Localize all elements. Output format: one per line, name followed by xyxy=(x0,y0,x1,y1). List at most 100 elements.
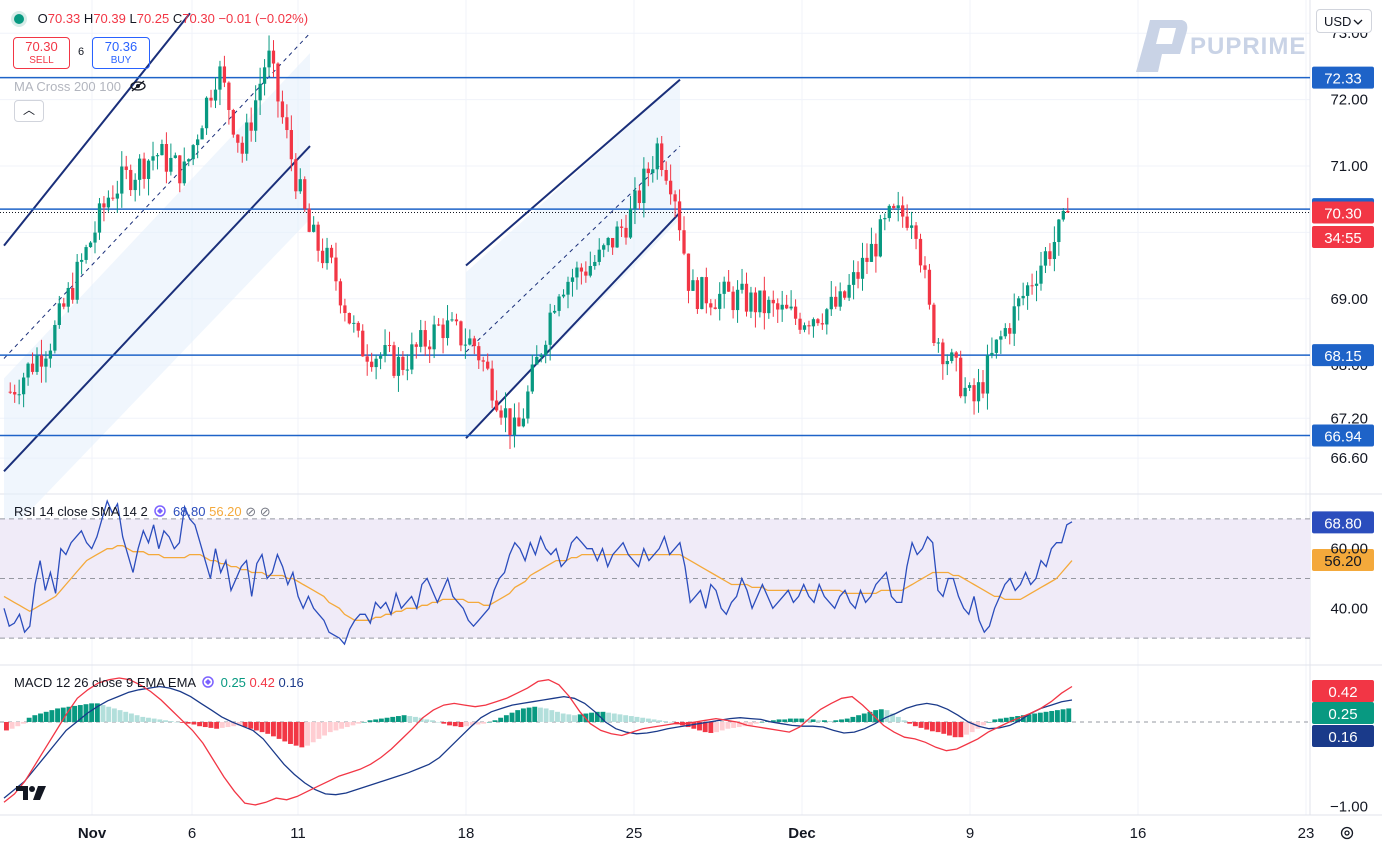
price-tag-label: 34:55 xyxy=(1324,230,1362,247)
candle-body xyxy=(700,277,704,310)
macd-histogram-bar xyxy=(66,706,72,722)
horizontal-levels xyxy=(0,76,1310,437)
channel-fill xyxy=(4,53,310,538)
time-tick-label: 18 xyxy=(458,825,475,842)
candle-body xyxy=(776,303,780,310)
candle-body xyxy=(526,391,530,419)
candle-body xyxy=(30,363,35,372)
macd-histogram-bar xyxy=(191,721,197,725)
ma-label-text: MA Cross 200 100 xyxy=(14,79,121,94)
macd-histogram-bar xyxy=(873,710,879,722)
macd-histogram-bar xyxy=(117,710,123,722)
buy-button[interactable]: 70.36 BUY xyxy=(92,37,150,69)
macd-histogram-bar xyxy=(83,704,89,722)
macd-histogram-bar xyxy=(481,721,487,724)
candle-body xyxy=(512,417,517,435)
ma-indicator-label[interactable]: MA Cross 200 100 xyxy=(14,79,147,94)
candle-body xyxy=(628,208,633,238)
candle-body xyxy=(450,319,454,321)
candle-body xyxy=(374,358,378,368)
macd-histogram-bar xyxy=(532,706,538,722)
candle-body xyxy=(593,261,597,266)
candle-body xyxy=(312,224,316,232)
candle-body xyxy=(271,50,276,64)
macd-label[interactable]: MACD 12 26 close 9 EMA EMA 0.25 0.42 0.1… xyxy=(14,675,304,690)
candle-body xyxy=(17,394,21,396)
candle-body xyxy=(472,338,476,347)
eye-hidden-icon[interactable] xyxy=(129,80,147,92)
macd-panel: 0.420.250.16 xyxy=(0,677,1374,806)
macd-histogram-bar xyxy=(941,721,947,734)
candle-body xyxy=(48,350,53,359)
channel-lower-line xyxy=(465,211,681,439)
candle-body xyxy=(753,292,758,313)
collapse-indicators-button[interactable]: ︿ xyxy=(14,100,44,122)
macd-histogram-bar xyxy=(157,719,163,722)
macd-histogram-bar xyxy=(32,715,38,722)
macd-value-tag xyxy=(1312,702,1374,724)
candle-body xyxy=(584,271,588,276)
sell-button[interactable]: 70.30 SELL xyxy=(13,37,70,69)
macd-histogram-bar xyxy=(4,721,9,731)
macd-histogram-bar xyxy=(1060,709,1066,722)
candle-body xyxy=(811,319,816,327)
candle-body xyxy=(289,130,293,160)
macd-histogram-bar xyxy=(657,720,663,722)
candle-body xyxy=(936,342,940,344)
candle-body xyxy=(874,243,878,257)
candle-body xyxy=(847,284,851,298)
candle-body xyxy=(508,408,512,435)
macd-histogram-bar xyxy=(15,721,21,727)
macd-histogram-bar xyxy=(123,711,129,722)
candle-body xyxy=(329,247,334,258)
macd-histogram-bar xyxy=(867,711,873,722)
candle-body xyxy=(66,287,70,307)
rsi-label[interactable]: RSI 14 close SMA 14 2 68.80 56.20 ⊘ ⊘ xyxy=(14,504,271,520)
settings-gear-icon[interactable] xyxy=(1339,825,1355,841)
candle-body xyxy=(959,357,963,397)
candle-body xyxy=(829,296,833,310)
macd-histogram-bar xyxy=(907,721,913,724)
candlesticks xyxy=(8,35,1070,449)
candle-body xyxy=(1008,328,1012,334)
macd-histogram-bar xyxy=(503,715,509,722)
candle-body xyxy=(834,296,838,307)
candle-body xyxy=(923,265,927,270)
macd-histogram-bar xyxy=(844,718,850,722)
candle-body xyxy=(1048,251,1052,260)
time-axis: Nov 6 11 18 25 Dec 9 16 23 xyxy=(78,825,1315,842)
candle-body xyxy=(785,304,789,309)
candle-body xyxy=(378,355,383,359)
macd-histogram-bar xyxy=(964,721,969,735)
macd-histogram-bar xyxy=(464,721,470,727)
rsi-value-tag-label: 68.80 xyxy=(1324,515,1362,532)
high-label: H xyxy=(83,11,94,26)
close-label: C xyxy=(172,11,183,26)
currency-select[interactable]: USD xyxy=(1316,9,1372,33)
candle-body xyxy=(53,324,57,351)
macd-histogram-bar xyxy=(606,712,612,722)
price-tag-label: 72.33 xyxy=(1324,71,1362,88)
time-tick-label: 9 xyxy=(966,825,974,842)
macd-histogram-bar xyxy=(958,721,964,738)
channel-upper-line xyxy=(3,12,191,247)
macd-line xyxy=(3,685,1073,799)
candle-body xyxy=(602,245,606,250)
macd-histogram-bar xyxy=(1054,710,1060,722)
rsi-value-tag xyxy=(1312,549,1374,572)
candle-body xyxy=(441,324,445,339)
price-axis: 73.0072.0071.0069.0068.0067.2066.6060.00… xyxy=(1330,25,1368,815)
candle-body xyxy=(758,290,762,313)
open-value: 70.33 xyxy=(47,11,81,26)
candle-body xyxy=(423,330,427,347)
candle-body xyxy=(718,293,722,309)
macd-histogram-bar xyxy=(839,719,844,722)
trend-channels xyxy=(3,12,681,538)
candle-body xyxy=(883,218,887,220)
candle-body xyxy=(138,158,142,180)
candle-body xyxy=(356,322,360,331)
candle-body xyxy=(869,243,874,262)
candle-body xyxy=(468,338,472,345)
